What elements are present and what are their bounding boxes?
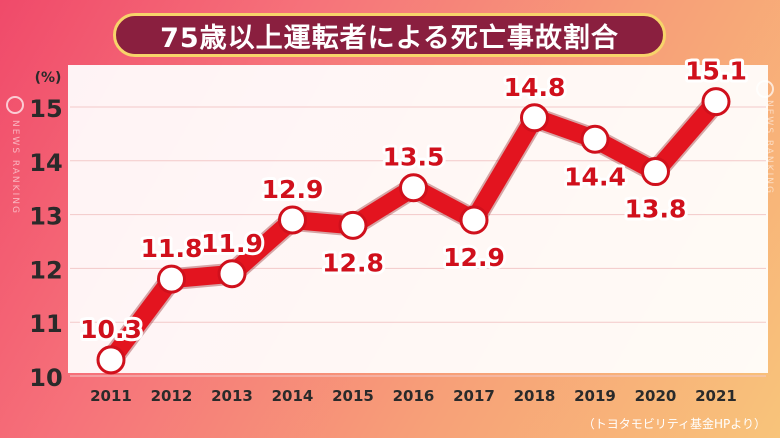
data-label: 14.4 xyxy=(564,162,626,191)
x-tick-label: 2019 xyxy=(574,387,616,405)
x-tick-label: 2015 xyxy=(332,387,374,405)
data-labels: 10.3 11.811.9 12.9 12.8 13.5 12.9 14.8 14.4 13.8… xyxy=(77,54,750,347)
data-label: 13.5 xyxy=(383,143,445,172)
y-axis: 10 11 12 13 14 15 (%) xyxy=(29,70,62,392)
data-label: 11.9 xyxy=(201,229,263,258)
side-tag-right: NEWS RANKING xyxy=(764,100,774,195)
x-tick-label: 2020 xyxy=(635,387,677,405)
ring-decoration-left xyxy=(6,96,24,114)
grid-lines xyxy=(70,106,766,377)
chart-title: 75歳以上運転者による死亡事故割合 xyxy=(160,22,619,54)
x-axis: 2011 2012 2013 2014 2015 2016 2017 2018 2019 2020… xyxy=(90,387,737,405)
data-point xyxy=(217,259,247,289)
data-label: 10.3 xyxy=(80,315,142,344)
data-label: 12.8 xyxy=(322,248,384,277)
x-tick-label: 2013 xyxy=(211,387,253,405)
data-point xyxy=(580,124,610,154)
data-point xyxy=(399,173,428,203)
data-label: 12.9 xyxy=(443,243,505,272)
data-point xyxy=(520,103,549,133)
y-tick-label: 15 xyxy=(29,95,62,123)
data-point xyxy=(459,205,489,235)
x-tick-label: 2018 xyxy=(514,387,556,405)
x-tick-label: 2011 xyxy=(90,387,132,405)
side-tag-left: NEWS RANKING xyxy=(10,120,20,215)
x-tick-label: 2017 xyxy=(453,387,495,405)
x-tick-label: 2012 xyxy=(151,387,193,405)
data-point xyxy=(641,157,670,187)
y-tick-label: 11 xyxy=(29,310,62,338)
y-tick-label: 14 xyxy=(29,149,62,177)
x-tick-label: 2021 xyxy=(695,387,737,405)
y-tick-label: 10 xyxy=(29,364,62,392)
data-label: 12.9 xyxy=(262,175,324,204)
data-label: 14.8 xyxy=(504,73,566,102)
data-point xyxy=(96,345,126,375)
data-point xyxy=(278,205,307,235)
data-label: 13.8 xyxy=(625,195,687,224)
data-point xyxy=(157,264,186,294)
plot-area xyxy=(68,65,768,373)
y-tick-label: 12 xyxy=(29,256,62,284)
data-label: 11.8 xyxy=(141,234,203,263)
y-tick-label: 13 xyxy=(29,203,62,231)
source-note: （トヨタモビリティ基金HPより） xyxy=(582,417,766,431)
series-layer xyxy=(96,87,731,375)
chart-title-banner: 75歳以上運転者による死亡事故割合 xyxy=(113,13,666,57)
data-point xyxy=(701,87,731,117)
x-tick-label: 2016 xyxy=(393,387,435,405)
data-label: 15.1 xyxy=(685,57,747,86)
y-axis-unit: (%) xyxy=(35,70,62,86)
data-point xyxy=(338,210,368,240)
x-tick-label: 2014 xyxy=(272,387,314,405)
